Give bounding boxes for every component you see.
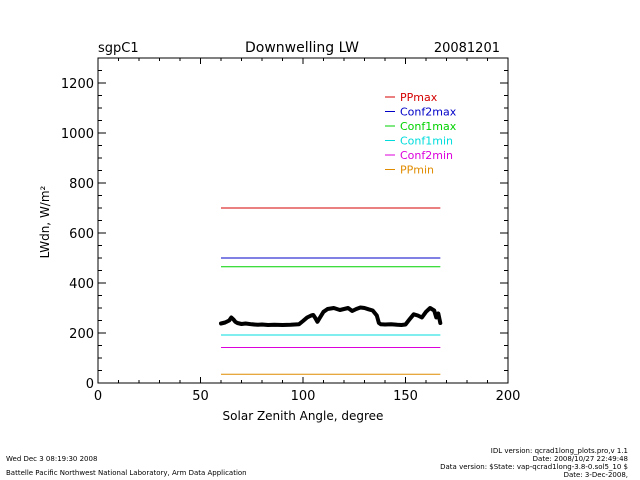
y-tick-label: 600 bbox=[69, 227, 94, 242]
measured-series bbox=[219, 305, 443, 327]
footer-data-date: Date: 3-Dec-2008, bbox=[563, 471, 628, 479]
x-tick-label: 150 bbox=[393, 389, 418, 404]
y-tick-label: 1000 bbox=[61, 127, 94, 142]
footer-org: Battelle Pacific Northwest National Labo… bbox=[6, 469, 247, 477]
date-label: 20081201 bbox=[434, 41, 500, 56]
legend-label-conf2max: Conf2max bbox=[400, 106, 457, 119]
legend-label-conf2min: Conf2min bbox=[400, 149, 453, 162]
footer-idl-version: IDL version: qcrad1long_plots.pro,v 1.1 bbox=[490, 447, 628, 455]
legend-label-ppmax: PPmax bbox=[400, 91, 438, 104]
y-tick-label: 1200 bbox=[61, 77, 94, 92]
x-tick-label: 100 bbox=[291, 389, 316, 404]
footer-idl-date: Date: 2008/10/27 22:49:48 bbox=[532, 455, 628, 463]
site-label: sgpC1 bbox=[98, 41, 139, 56]
axes: 0 50 100 150 200 0 200 400 600 800 1000 1200 bbox=[61, 57, 521, 404]
x-tick-label: 200 bbox=[496, 389, 521, 404]
y-tick-label: 200 bbox=[69, 327, 94, 342]
legend-label-conf1max: Conf1max bbox=[400, 120, 457, 133]
y-tick-label: 0 bbox=[86, 377, 94, 392]
limit-lines bbox=[221, 207, 441, 375]
legend-label-conf1min: Conf1min bbox=[400, 135, 453, 148]
y-tick-label: 800 bbox=[69, 177, 94, 192]
y-axis-label: LWdn, W/m² bbox=[38, 185, 52, 258]
x-tick-label: 0 bbox=[94, 389, 102, 404]
x-tick-label: 50 bbox=[192, 389, 209, 404]
chart-title: Downwelling LW bbox=[245, 40, 359, 56]
x-axis-label: Solar Zenith Angle, degree bbox=[223, 409, 384, 423]
measured-line bbox=[219, 305, 443, 327]
footer-timestamp: Wed Dec 3 08:19:30 2008 bbox=[6, 455, 98, 463]
footer-data-version: Data version: $State: vap-qcrad1long-3.8… bbox=[440, 463, 628, 471]
legend-label-ppmin: PPmin bbox=[400, 164, 434, 177]
y-tick-label: 400 bbox=[69, 277, 94, 292]
